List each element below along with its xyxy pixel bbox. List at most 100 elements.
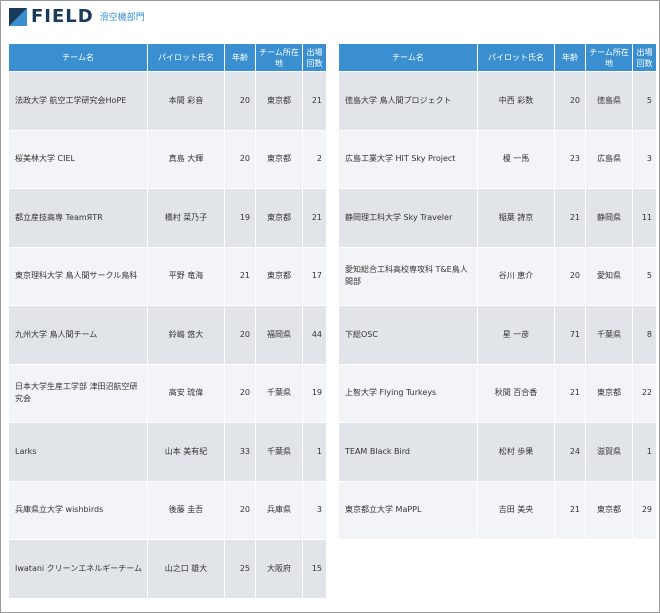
table-row: TEAM Black Bird 松村 歩果 24 滋賀県 1	[338, 422, 657, 482]
table-row: 上智大学 Flying Turkeys 秋間 百合香 21 東京都 22	[338, 363, 657, 423]
appearances-header-line1: 出場	[636, 47, 653, 57]
pilot-name-cell: 鈴嶋 悠大	[147, 305, 225, 365]
appearances-header-line2: 回数	[636, 58, 653, 68]
appearances-cell: 11	[632, 188, 657, 248]
table-row: 桜美林大学 CIEL 真島 大輝 20 東京都 2	[8, 129, 327, 189]
col-appearances-header: 出場 回数	[632, 43, 657, 72]
pilot-name-cell: 谷川 恵介	[477, 246, 555, 306]
team-name-cell: 都立産技高専 TeamЯTR	[8, 188, 148, 248]
pilot-name-cell: 山之口 雄大	[147, 539, 225, 599]
appearances-header-line2: 回数	[306, 58, 323, 68]
pilot-name-cell: 松村 歩果	[477, 422, 555, 482]
table-row: Larks 山本 美有紀 33 千葉県 1	[8, 422, 327, 482]
age-cell: 19	[224, 188, 256, 248]
pilot-name-cell: 中西 彩数	[477, 71, 555, 131]
appearances-cell: 44	[302, 305, 327, 365]
table-row: Iwatani クリーンエネルギーチーム 山之口 雄大 25 大阪府 15	[8, 539, 327, 599]
location-cell: 大阪府	[255, 539, 303, 599]
location-cell: 東京都	[255, 246, 303, 306]
logo-text: FIELD	[31, 6, 94, 27]
logo-mark-icon	[9, 8, 27, 26]
appearances-cell: 15	[302, 539, 327, 599]
age-cell: 20	[224, 129, 256, 189]
age-cell: 21	[554, 188, 586, 248]
field-logo: FIELD 滑空機部門	[9, 7, 145, 27]
pilot-name-cell: 吉田 美央	[477, 480, 555, 540]
team-name-cell: 下総OSC	[338, 305, 478, 365]
team-name-cell: 日本大学生産工学部 津田沼航空研究会	[8, 363, 148, 423]
appearances-cell: 8	[632, 305, 657, 365]
age-cell: 20	[224, 363, 256, 423]
team-name-cell: 東京都立大学 MaPPL	[338, 480, 478, 540]
team-name-cell: 兵庫県立大学 wishbirds	[8, 480, 148, 540]
location-cell: 兵庫県	[255, 480, 303, 540]
col-location-header: チーム所在地	[255, 43, 303, 72]
table-header-row: チーム名 パイロット氏名 年齢 チーム所在地 出場 回数	[8, 43, 327, 72]
location-cell: 東京都	[255, 129, 303, 189]
col-age-header: 年齢	[224, 43, 256, 72]
location-cell: 愛知県	[585, 246, 633, 306]
team-name-cell: 桜美林大学 CIEL	[8, 129, 148, 189]
team-name-cell: 九州大学 鳥人間チーム	[8, 305, 148, 365]
table-row: 広島工業大学 HIT Sky Project 榎 一馬 23 広島県 3	[338, 129, 657, 189]
team-name-cell: 愛知総合工科高校専攻科 T&E鳥人間部	[338, 246, 478, 306]
pilot-name-cell: 山本 美有紀	[147, 422, 225, 482]
table-row: 愛知総合工科高校専攻科 T&E鳥人間部 谷川 恵介 20 愛知県 5	[338, 246, 657, 306]
age-cell: 21	[554, 480, 586, 540]
table-row: 日本大学生産工学部 津田沼航空研究会 高安 琉偉 20 千葉県 19	[8, 363, 327, 423]
age-cell: 20	[224, 71, 256, 131]
appearances-cell: 17	[302, 246, 327, 306]
pilot-name-cell: 本間 彩音	[147, 71, 225, 131]
team-name-cell: 広島工業大学 HIT Sky Project	[338, 129, 478, 189]
age-cell: 21	[224, 246, 256, 306]
logo-subtitle: 滑空機部門	[99, 13, 145, 23]
age-cell: 20	[224, 305, 256, 365]
pilot-name-cell: 平野 竜海	[147, 246, 225, 306]
location-cell: 徳島県	[585, 71, 633, 131]
table-row: 九州大学 鳥人間チーム 鈴嶋 悠大 20 福岡県 44	[8, 305, 327, 365]
table-row: 徳島大学 鳥人間プロジェクト 中西 彩数 20 徳島県 5	[338, 71, 657, 131]
location-cell: 福岡県	[255, 305, 303, 365]
pilot-name-cell: 橋村 菜乃子	[147, 188, 225, 248]
appearances-cell: 29	[632, 480, 657, 540]
appearances-cell: 5	[632, 71, 657, 131]
pilot-name-cell: 真島 大輝	[147, 129, 225, 189]
table-row: 東京都立大学 MaPPL 吉田 美央 21 東京都 29	[338, 480, 657, 540]
team-name-cell: 東京理科大学 鳥人間サークル鳥科	[8, 246, 148, 306]
team-name-cell: Iwatani クリーンエネルギーチーム	[8, 539, 148, 599]
table-row: 下総OSC 星 一彦 71 千葉県 8	[338, 305, 657, 365]
location-cell: 千葉県	[585, 305, 633, 365]
table-header-row: チーム名 パイロット氏名 年齢 チーム所在地 出場 回数	[338, 43, 657, 72]
team-name-cell: 静岡理工科大学 Sky Traveler	[338, 188, 478, 248]
age-cell: 24	[554, 422, 586, 482]
location-cell: 東京都	[255, 71, 303, 131]
pilot-name-cell: 後藤 圭吾	[147, 480, 225, 540]
table-row: 東京理科大学 鳥人間サークル鳥科 平野 竜海 21 東京都 17	[8, 246, 327, 306]
appearances-cell: 3	[302, 480, 327, 540]
age-cell: 20	[224, 480, 256, 540]
col-pilot-header: パイロット氏名	[147, 43, 225, 72]
appearances-cell: 5	[632, 246, 657, 306]
pilot-name-cell: 稲葉 詩京	[477, 188, 555, 248]
team-name-cell: Larks	[8, 422, 148, 482]
location-cell: 千葉県	[255, 422, 303, 482]
team-name-cell: TEAM Black Bird	[338, 422, 478, 482]
team-table-right: チーム名 パイロット氏名 年齢 チーム所在地 出場 回数 徳島大学 鳥人間プロジ…	[338, 43, 657, 540]
location-cell: 滋賀県	[585, 422, 633, 482]
pilot-name-cell: 星 一彦	[477, 305, 555, 365]
pilot-name-cell: 高安 琉偉	[147, 363, 225, 423]
pilot-name-cell: 榎 一馬	[477, 129, 555, 189]
location-cell: 静岡県	[585, 188, 633, 248]
appearances-cell: 19	[302, 363, 327, 423]
age-cell: 25	[224, 539, 256, 599]
age-cell: 33	[224, 422, 256, 482]
table-row: 兵庫県立大学 wishbirds 後藤 圭吾 20 兵庫県 3	[8, 480, 327, 540]
location-cell: 東京都	[255, 188, 303, 248]
appearances-cell: 1	[632, 422, 657, 482]
appearances-cell: 21	[302, 71, 327, 131]
col-location-header: チーム所在地	[585, 43, 633, 72]
table-row: 静岡理工科大学 Sky Traveler 稲葉 詩京 21 静岡県 11	[338, 188, 657, 248]
col-team-header: チーム名	[338, 43, 478, 72]
appearances-cell: 22	[632, 363, 657, 423]
table-row: 都立産技高専 TeamЯTR 橋村 菜乃子 19 東京都 21	[8, 188, 327, 248]
